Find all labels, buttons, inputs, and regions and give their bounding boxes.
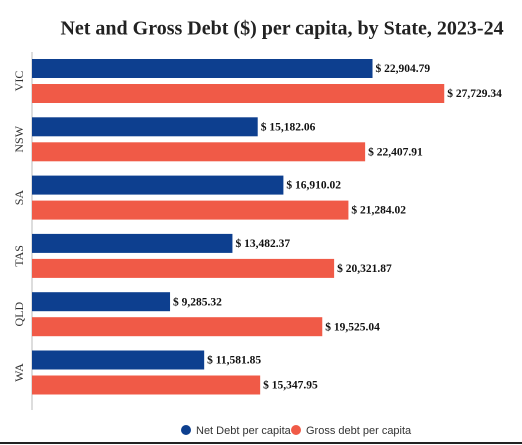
bar [32, 317, 323, 337]
bar [32, 200, 349, 220]
value-label: $ 27,729.34 [447, 87, 502, 100]
legend-marker [291, 425, 301, 435]
legend-label: Net Debt per capita [196, 425, 292, 437]
y-tick-label: SA [12, 190, 26, 206]
bar [32, 142, 366, 162]
y-tick-label: QLD [12, 302, 26, 327]
bar [32, 117, 258, 137]
value-label: $ 9,285.32 [173, 295, 222, 308]
bar [32, 175, 284, 195]
legend-label: Gross debt per capita [306, 425, 412, 437]
y-tick-label: WA [12, 363, 26, 382]
value-label: $ 22,407.91 [368, 145, 423, 158]
bar [32, 375, 261, 395]
value-label: $ 21,284.02 [351, 204, 406, 217]
value-label: $ 11,581.85 [207, 354, 261, 367]
legend-marker [181, 425, 191, 435]
value-label: $ 22,904.79 [376, 62, 431, 75]
bar [32, 59, 373, 78]
y-tick-label: NSW [12, 125, 26, 152]
chart-title: Net and Gross Debt ($) per capita, by St… [60, 18, 503, 40]
bar [32, 258, 335, 278]
value-label: $ 20,321.87 [337, 262, 392, 275]
bar [32, 233, 233, 253]
value-label: $ 15,347.95 [263, 379, 318, 392]
y-tick-label: TAS [12, 245, 26, 267]
bar [32, 84, 445, 103]
bar [32, 350, 205, 370]
value-label: $ 16,910.02 [286, 179, 341, 192]
value-label: $ 19,525.04 [325, 320, 380, 333]
value-label: $ 15,182.06 [261, 120, 316, 133]
bar [32, 292, 171, 312]
y-tick-label: VIC [12, 71, 26, 92]
value-label: $ 13,482.37 [235, 237, 290, 250]
